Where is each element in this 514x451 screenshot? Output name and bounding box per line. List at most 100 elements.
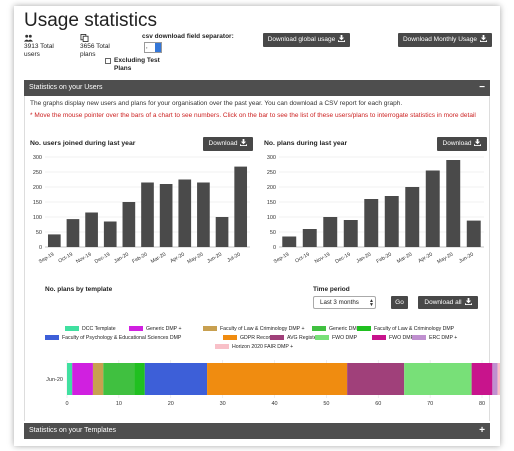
exclude-test-plans-label: Excluding Test Plans [114,57,160,72]
download-monthly-usage-label: Download Monthly Usage [402,36,478,43]
legend-swatch [412,335,426,340]
legend-item[interactable]: DCC Template [65,326,116,333]
templates-section-header[interactable]: Statistics on your Templates + [24,423,490,439]
users-section-header[interactable]: Statistics on your Users − [24,80,490,96]
users-bar[interactable] [178,179,192,248]
template-segment[interactable] [207,363,348,395]
template-segment[interactable] [67,363,73,395]
plans-bar[interactable] [282,236,297,248]
plans-x-tick-label: Mar-20 [396,251,413,264]
plans-bar[interactable] [466,220,481,247]
legend-label: FWO DMP [332,335,358,341]
download-monthly-usage-button[interactable]: Download Monthly Usage [398,33,492,47]
plans-y-tick-label: 0 [273,245,276,251]
template-segment[interactable] [492,363,498,395]
download-global-usage-button[interactable]: Download global usage [263,33,350,47]
template-category-label: Jun-20 [46,377,63,383]
plans-bar[interactable] [425,170,440,248]
users-total-text: 3913 Total users [24,43,54,58]
legend-label: DCC Template [82,326,116,332]
template-x-tick-label: 0 [65,401,68,407]
exclude-test-plans[interactable]: Excluding Test Plans [105,57,163,73]
legend-label: AVG Register [287,335,319,341]
users-x-tick-label: Jul-20 [226,251,241,263]
templates-section-title: Statistics on your Templates [29,427,117,434]
plans-bar[interactable] [364,199,379,247]
users-bar[interactable] [141,182,154,248]
template-segment[interactable] [347,363,405,395]
template-stacked-chart[interactable]: 0 10 20 30 40 50 60 70 80 Jun-20 [25,358,500,418]
time-period-value: Last 3 months [320,299,359,306]
legend-item[interactable]: AVG Register [270,335,318,342]
users-y-tick-label: 50 [36,230,42,236]
template-x-tick-label: 10 [116,401,122,407]
legend-item[interactable]: Faculty of Psychology & Educational Scie… [45,335,181,342]
users-bar[interactable] [215,217,229,247]
plans-bar[interactable] [302,229,317,247]
plans-bar[interactable] [446,160,461,247]
legend-item[interactable]: Faculty of Law & Criminology DMP + [203,326,305,333]
plans-chart-download-button[interactable]: Download [437,137,487,151]
users-bar-chart[interactable]: 0 50 100 150 200 250 300 Sep-19 Oct-19 Nov-19 Dec-… [25,152,257,272]
plans-y-tick-label: 200 [267,185,276,191]
plans-x-tick-label: Nov-19 [314,251,332,265]
users-bar[interactable] [197,182,210,248]
time-period-select[interactable]: Last 3 months ▲ ▼ [313,296,376,309]
users-chart-download-button[interactable]: Download [203,137,253,151]
plans-bar[interactable] [343,220,358,247]
plans-chart-download-label: Download [442,140,472,147]
plans-x-tick-label: Jun-20 [458,251,475,264]
users-bar[interactable] [66,219,80,247]
legend-item[interactable]: Generic DMP + [129,326,182,333]
legend-item[interactable]: FWO DMP + [372,335,418,342]
legend-item[interactable]: GDPR Record [223,335,273,342]
legend-item[interactable]: FWO DMP [315,335,357,342]
template-x-tick-label: 70 [427,401,433,407]
legend-label: ERC DMP + [429,335,458,341]
template-segment[interactable] [72,363,93,395]
users-bar[interactable] [234,166,248,247]
users-chart-title: No. users joined during last year [30,140,136,147]
template-segment[interactable] [144,363,208,395]
template-segment[interactable] [134,363,145,395]
legend-label: FWO DMP + [389,335,419,341]
csv-separator-select[interactable]: , [144,42,162,53]
users-chart-download-label: Download [208,140,238,147]
legend-swatch [203,326,217,331]
go-button[interactable]: Go [391,296,408,309]
exclude-test-plans-checkbox[interactable] [105,58,111,64]
download-all-button[interactable]: Download all [418,296,478,309]
template-x-tick-label: 80 [479,401,485,407]
legend-item[interactable]: Generic DMP [312,326,360,333]
plans-bar[interactable] [323,217,338,247]
template-segment[interactable] [103,363,135,395]
users-bar[interactable] [159,184,173,247]
users-bar[interactable] [103,221,117,248]
legend-item[interactable]: Horizon 2020 FAIR DMP + [215,344,293,351]
template-segment[interactable] [92,363,104,395]
users-x-tick-label: Feb-20 [131,251,148,264]
expand-icon[interactable]: + [479,425,485,436]
template-segment[interactable] [404,363,472,395]
template-x-tick-label: 40 [271,401,277,407]
users-bar[interactable] [47,234,61,247]
plans-bar-chart[interactable]: 0 50 100 150 200 250 300 Sep-19 Oct-19 Nov-19 Dec-… [259,152,491,272]
collapse-icon[interactable]: − [479,82,485,93]
plans-bar[interactable] [384,196,399,247]
users-x-tick-label: Apr-20 [169,251,186,264]
users-x-tick-label: May-20 [186,251,204,265]
legend-item[interactable]: ERC DMP + [412,335,457,342]
users-bar[interactable] [85,212,98,248]
template-x-tick-label: 30 [220,401,226,407]
legend-swatch [215,344,229,349]
users-y-tick-label: 0 [39,245,42,251]
users-x-tick-label: Mar-20 [150,251,167,264]
template-segment[interactable] [497,363,500,395]
csv-separator-label: csv download field separator: [142,33,234,40]
template-segment[interactable] [471,363,493,395]
plans-bar[interactable] [405,187,420,247]
users-bar[interactable] [122,202,136,247]
plans-x-tick-label: May-20 [436,251,454,265]
legend-item[interactable]: Faculty of Law & Criminology DMP [357,326,454,333]
download-icon [338,35,346,42]
